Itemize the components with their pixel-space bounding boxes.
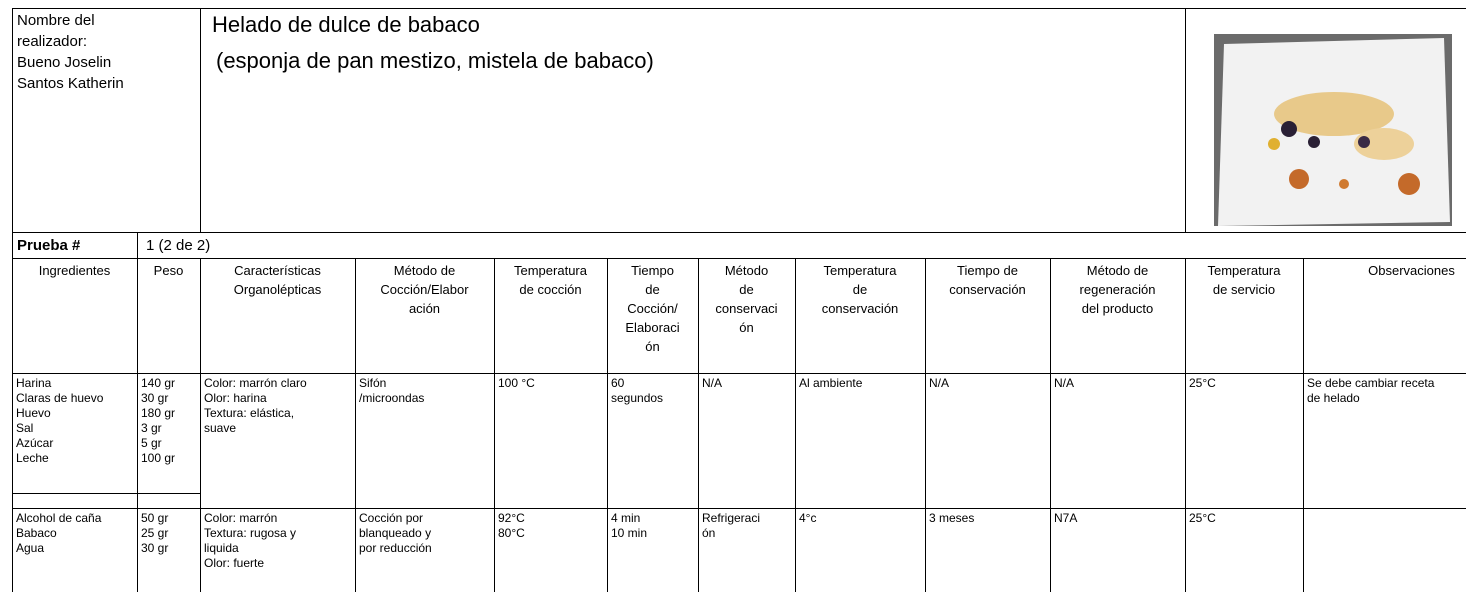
- cell: Sifón /microondas: [359, 376, 425, 405]
- cell: 92°C 80°C: [498, 511, 525, 540]
- cell: 4 min 10 min: [611, 511, 648, 540]
- rule: [200, 8, 201, 232]
- author: Santos Katherin: [17, 75, 124, 92]
- rule: [200, 258, 201, 592]
- cell: N/A: [1054, 376, 1075, 390]
- rule: [698, 258, 699, 592]
- rule: [12, 232, 1466, 233]
- cell: N7A: [1054, 511, 1078, 525]
- rule: [1050, 258, 1051, 592]
- column-header: Método de regeneración del producto: [1079, 263, 1156, 316]
- cell: N/A: [702, 376, 723, 390]
- rule: [1303, 258, 1304, 592]
- column-header: Temperatura de cocción: [514, 263, 587, 297]
- rule: [925, 258, 926, 592]
- rule: [12, 8, 13, 592]
- cell: Harina Claras de huevo Huevo Sal Azúcar …: [16, 376, 104, 465]
- cell: Alcohol de caña Babaco Agua: [16, 511, 102, 555]
- rule: [12, 258, 1466, 259]
- trial-label: Prueba #: [17, 237, 81, 254]
- cell: Al ambiente: [799, 376, 863, 390]
- cell: 140 gr 30 gr 180 gr 3 gr 5 gr 100 gr: [141, 376, 176, 465]
- rule: [795, 258, 796, 592]
- rule: [607, 258, 608, 592]
- cell: 3 meses: [929, 511, 975, 525]
- column-header: Peso: [153, 263, 184, 278]
- cell: 60 segundos: [611, 376, 664, 405]
- cell: Color: marrón Textura: rugosa y liquida …: [204, 511, 297, 570]
- rule: [12, 373, 1466, 374]
- rule: [137, 232, 138, 258]
- cell: Refrigeraci ón: [702, 511, 761, 540]
- column-header: Método de Cocción/Elabor ación: [380, 263, 469, 316]
- column-header: Tiempo de conservación: [949, 263, 1026, 297]
- title: Helado de dulce de babaco: [212, 12, 480, 37]
- rule: [1185, 8, 1186, 232]
- cell: 4°c: [799, 511, 817, 525]
- cell: 50 gr 25 gr 30 gr: [141, 511, 169, 555]
- subtitle: (esponja de pan mestizo, mistela de baba…: [216, 48, 654, 73]
- author-label: Nombre del realizador:: [17, 12, 95, 50]
- rule: [494, 258, 495, 592]
- cell: Color: marrón claro Olor: harina Textura…: [204, 376, 307, 435]
- dish-photo: [1214, 34, 1452, 226]
- rule: [12, 8, 1466, 9]
- author: Bueno Joselin: [17, 54, 112, 71]
- cell: Se debe cambiar receta de helado: [1307, 376, 1435, 405]
- column-header: Tiempo de Cocción/ Elaboraci ón: [625, 263, 680, 354]
- rule: [12, 493, 200, 494]
- column-header: Temperatura de servicio: [1207, 263, 1281, 297]
- column-header: Observaciones: [1368, 263, 1455, 278]
- column-header: Ingredientes: [38, 263, 111, 278]
- column-header: Temperatura de conservación: [821, 263, 899, 316]
- cell: 100 °C: [498, 376, 535, 390]
- cell: 25°C: [1189, 511, 1216, 525]
- cell: 25°C: [1189, 376, 1216, 390]
- cell: Cocción por blanqueado y por reducción: [359, 511, 432, 555]
- column-header: Características Organolépticas: [233, 263, 322, 297]
- cell: N/A: [929, 376, 950, 390]
- rule: [137, 258, 138, 592]
- trial-value: 1 (2 de 2): [146, 237, 211, 254]
- rule: [1185, 258, 1186, 592]
- cell: [1303, 508, 1466, 592]
- rule: [355, 258, 356, 592]
- rule: [12, 508, 1466, 509]
- column-header: Método de conservaci ón: [715, 263, 778, 335]
